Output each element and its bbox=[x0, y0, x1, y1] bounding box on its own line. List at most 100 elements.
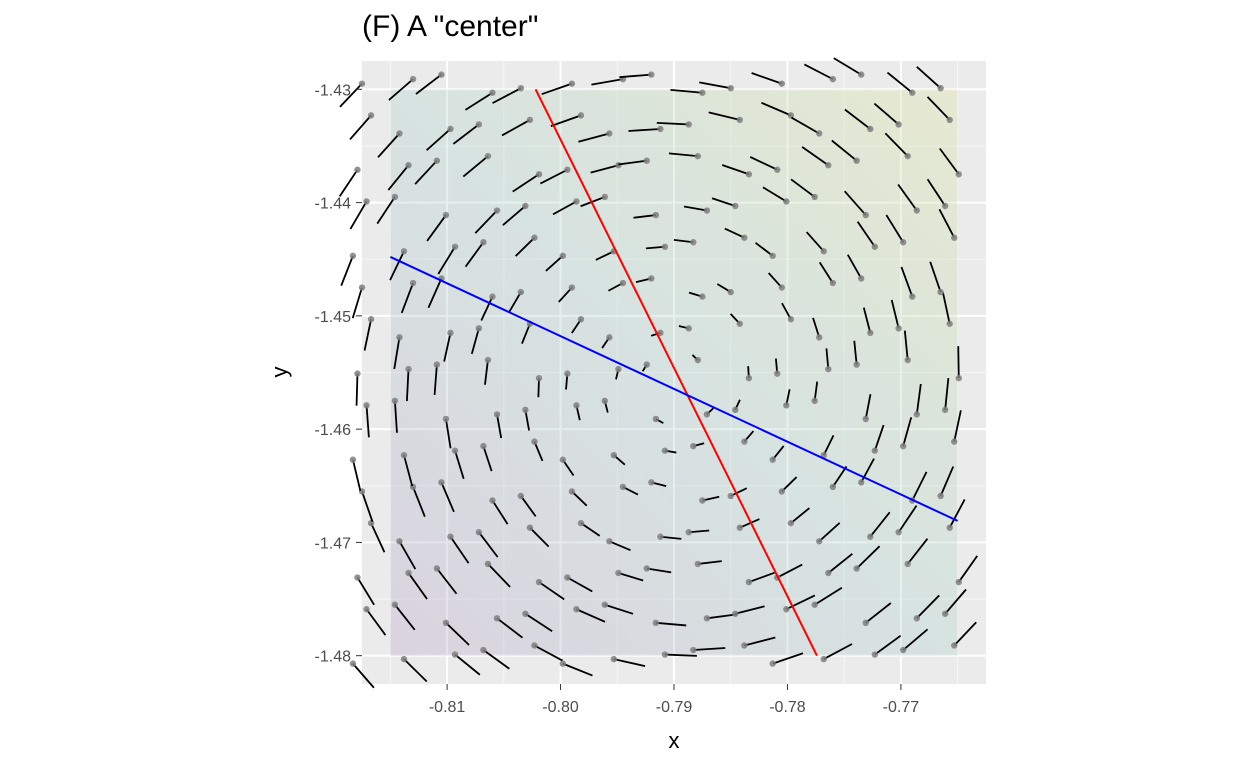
field-point bbox=[778, 80, 785, 87]
field-segment bbox=[929, 261, 942, 293]
field-point bbox=[774, 166, 781, 173]
field-segment bbox=[452, 123, 480, 145]
field-point bbox=[895, 325, 902, 332]
field-point bbox=[853, 157, 860, 164]
field-segment bbox=[352, 663, 375, 689]
field-point bbox=[405, 569, 412, 577]
field-point bbox=[955, 578, 962, 586]
field-point bbox=[433, 157, 441, 164]
field-point bbox=[493, 411, 501, 418]
field-segment bbox=[389, 250, 405, 281]
field-segment bbox=[393, 337, 401, 370]
field-point bbox=[955, 374, 962, 382]
field-point bbox=[703, 411, 711, 418]
field-point bbox=[690, 646, 697, 654]
field-point bbox=[489, 497, 496, 504]
field-point bbox=[643, 361, 650, 368]
field-segment bbox=[464, 241, 485, 268]
field-point bbox=[727, 84, 734, 92]
x-tick-label: -0.80 bbox=[542, 699, 579, 716]
field-point bbox=[564, 370, 571, 377]
field-segment bbox=[926, 178, 946, 207]
field-segment bbox=[351, 287, 363, 319]
field-point bbox=[517, 84, 525, 92]
field-point bbox=[601, 193, 608, 201]
field-point bbox=[732, 610, 739, 617]
field-point bbox=[913, 207, 920, 214]
field-segment bbox=[902, 417, 913, 447]
field-segment bbox=[670, 88, 703, 94]
field-point bbox=[447, 125, 454, 133]
field-segment bbox=[541, 82, 573, 96]
field-point bbox=[531, 642, 538, 649]
field-point bbox=[946, 320, 953, 327]
field-point bbox=[867, 329, 874, 337]
field-segment bbox=[762, 186, 787, 203]
field-segment bbox=[482, 445, 493, 472]
x-axis-title: x bbox=[669, 728, 680, 753]
x-tick-label: -0.79 bbox=[656, 699, 693, 716]
field-segment bbox=[464, 91, 493, 111]
field-point bbox=[484, 152, 492, 160]
field-point bbox=[685, 529, 692, 536]
field-segment bbox=[566, 576, 593, 593]
field-segment bbox=[550, 114, 582, 127]
field-point bbox=[480, 442, 487, 450]
field-segment bbox=[911, 471, 928, 501]
field-point bbox=[941, 406, 949, 414]
field-segment bbox=[761, 101, 792, 117]
field-segment bbox=[591, 78, 624, 86]
field-point bbox=[853, 361, 860, 368]
field-point bbox=[606, 130, 613, 137]
field-point bbox=[577, 519, 585, 527]
field-point bbox=[522, 406, 529, 414]
field-segment bbox=[403, 454, 414, 487]
field-point bbox=[811, 397, 818, 405]
field-point bbox=[517, 492, 525, 500]
field-point bbox=[661, 447, 669, 454]
field-point bbox=[685, 325, 692, 332]
field-point bbox=[484, 356, 492, 364]
field-segment bbox=[916, 66, 942, 89]
field-segment bbox=[711, 197, 736, 207]
field-point bbox=[475, 121, 483, 128]
field-point bbox=[405, 365, 412, 373]
field-segment bbox=[484, 359, 489, 385]
field-point bbox=[816, 130, 823, 137]
field-point bbox=[480, 646, 487, 654]
field-segment bbox=[538, 581, 565, 601]
field-point bbox=[899, 442, 907, 450]
y-tick-label: -1.45 bbox=[315, 309, 352, 326]
field-point bbox=[690, 239, 697, 246]
field-point bbox=[619, 279, 627, 287]
field-point bbox=[778, 488, 785, 495]
field-segment bbox=[470, 328, 480, 355]
field-point bbox=[745, 578, 753, 586]
field-segment bbox=[387, 164, 410, 191]
field-point bbox=[568, 80, 576, 87]
field-point bbox=[391, 601, 399, 608]
field-point bbox=[816, 334, 823, 341]
field-segment bbox=[595, 250, 615, 261]
field-segment bbox=[454, 450, 465, 480]
field-segment bbox=[833, 57, 862, 76]
field-segment bbox=[655, 621, 687, 627]
field-point bbox=[736, 116, 744, 124]
nullcline-line bbox=[389, 256, 959, 522]
field-point bbox=[657, 533, 664, 540]
field-point bbox=[951, 234, 958, 241]
field-segment bbox=[415, 73, 442, 95]
field-point bbox=[648, 275, 655, 282]
field-segment bbox=[454, 653, 481, 676]
field-segment bbox=[440, 482, 455, 513]
field-segment bbox=[767, 272, 783, 289]
field-point bbox=[517, 288, 525, 296]
field-point bbox=[606, 334, 613, 341]
field-point bbox=[899, 646, 907, 654]
field-point bbox=[816, 538, 823, 545]
field-segment bbox=[958, 555, 978, 583]
field-segment bbox=[862, 307, 872, 334]
field-segment bbox=[818, 522, 841, 542]
field-segment bbox=[445, 622, 470, 646]
field-point bbox=[783, 198, 790, 205]
